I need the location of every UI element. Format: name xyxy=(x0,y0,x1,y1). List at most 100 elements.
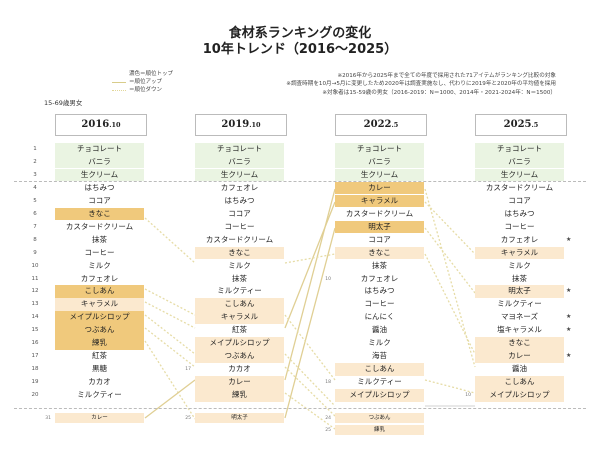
title-line-1: 食材系ランキングの変化 xyxy=(228,26,372,41)
ranking-cell: カスタードクリーム xyxy=(205,234,274,244)
ranking-cell: 醤油 xyxy=(512,364,527,374)
legend-down: ＝順位ダウン xyxy=(112,86,173,94)
ranking-cell: ミルクティー xyxy=(497,299,542,309)
ranking-cell: カカオ xyxy=(88,377,111,387)
ranking-cell: はちみつ xyxy=(224,195,255,205)
star-icon: ★ xyxy=(566,326,572,334)
star-icon: ★ xyxy=(566,313,572,321)
note-3: ※対象者は15-59歳の男女（2016-2019：N＝1000、2014年・20… xyxy=(322,89,556,96)
ranking-cell: キャラメル xyxy=(195,311,284,324)
ranking-cell: きなこ xyxy=(55,207,144,221)
ranking-cell: ミルク xyxy=(88,260,111,270)
ranking-cell: ココア xyxy=(88,195,111,205)
ranking-cell: メイプルシロップ xyxy=(195,337,284,350)
rank-number: 7 xyxy=(33,223,37,230)
ranking-cell: こしあん xyxy=(55,285,144,298)
ranking-cell: キャラメル xyxy=(475,246,564,260)
rank-number: 11 xyxy=(31,275,39,282)
ranking-cell: ミルク xyxy=(228,260,251,270)
star-icon: ★ xyxy=(566,352,572,360)
ranking-cell: カレー xyxy=(475,350,564,363)
ranking-cell: ココア xyxy=(368,234,391,244)
solid-line-icon xyxy=(112,81,126,83)
rank-number: 1 xyxy=(33,146,37,152)
ranking-cell: ミルク xyxy=(508,260,531,270)
ranking-cell: チョコレート xyxy=(475,143,564,156)
ranking-cell: メイプルシロップ xyxy=(55,311,144,324)
ranking-cell: 生クリーム xyxy=(335,168,424,182)
rank-number: 3 xyxy=(33,171,37,178)
ranking-cell: コーヒー xyxy=(364,299,395,309)
ranking-cell: きなこ xyxy=(195,246,284,260)
ranking-cell: にんにく xyxy=(364,312,395,322)
ranking-cell: 明太子 xyxy=(475,285,564,298)
ranking-cell: はちみつ xyxy=(364,286,395,296)
ranking-cell: 明太子 xyxy=(335,220,424,234)
top20-separator xyxy=(14,408,586,409)
previous-rank-label: 18 xyxy=(325,380,331,386)
rank-number: 13 xyxy=(31,301,39,308)
out-of-rank-number: 31 xyxy=(45,416,51,421)
ranking-cell: 抹茶 xyxy=(512,273,527,283)
note-2: ※調査時期を10月→5月に変更したため2020年は調査実施なし、代わりに2019… xyxy=(286,81,556,88)
ranking-cell: カスタードクリーム xyxy=(345,208,414,218)
ranking-cell: ミルクティー xyxy=(357,377,402,387)
ranking-cell: つぶあん xyxy=(195,350,284,363)
legend-top: 濃色＝順位トップ xyxy=(129,71,174,77)
ranking-cell: カフェオレ xyxy=(220,182,259,192)
ranking-cell: 塩キャラメル xyxy=(497,325,542,335)
out-of-rank-cell: 練乳 xyxy=(335,425,424,435)
rank-number: 6 xyxy=(33,210,37,217)
ranking-cell: はちみつ xyxy=(84,182,115,192)
ranking-cell: 練乳 xyxy=(195,389,284,402)
legend: 濃色＝順位トップ ＝順位アップ ＝順位ダウン xyxy=(112,70,173,94)
ranking-cell: こしあん xyxy=(195,298,284,311)
ranking-cell: コーヒー xyxy=(224,221,255,231)
rank-number: 8 xyxy=(33,236,37,243)
rank-number: 17 xyxy=(31,353,39,360)
ranking-cell: つぶあん xyxy=(55,324,144,337)
ranking-cell: 生クリーム xyxy=(55,168,144,182)
rank-number: 4 xyxy=(33,184,37,191)
ranking-cell: キャラメル xyxy=(55,298,144,311)
notes: ※2016年から2025年まで全ての年度で採用された71アイテムがランキング比較… xyxy=(286,72,556,97)
ranking-cell: コーヒー xyxy=(504,221,535,231)
ranking-cell: マヨネーズ xyxy=(500,312,539,322)
ranking-cell: カフェオレ xyxy=(500,234,539,244)
ranking-cell: 練乳 xyxy=(55,337,144,350)
rank-number: 9 xyxy=(33,249,37,256)
ranking-cell: メイプルシロップ xyxy=(475,389,564,402)
legend-up: ＝順位アップ xyxy=(112,78,173,86)
previous-rank-label: 17 xyxy=(185,367,191,373)
ranking-cell: こしあん xyxy=(475,376,564,389)
out-of-rank-cell: 明太子 xyxy=(195,413,284,423)
ranking-cell: ミルクティー xyxy=(77,390,122,400)
rank-number: 2 xyxy=(33,158,37,165)
rank-number: 10 xyxy=(31,262,39,269)
rank-number: 5 xyxy=(33,197,37,204)
ranking-cell: バニラ xyxy=(475,155,564,169)
ranking-cell: キャラメル xyxy=(335,194,424,208)
previous-rank-label: 10 xyxy=(465,393,471,399)
ranking-cell: メイプルシロップ xyxy=(335,389,424,402)
rank-number: 14 xyxy=(31,314,39,321)
out-of-rank-number: 24 xyxy=(325,416,331,421)
ranking-cell: カフェオレ xyxy=(360,273,399,283)
column-header-2019: 2019.10 xyxy=(195,114,287,136)
ranking-cell: 抹茶 xyxy=(232,273,247,283)
ranking-cell: 抹茶 xyxy=(372,260,387,270)
ranking-cell: カレー xyxy=(195,376,284,389)
ranking-cell: バニラ xyxy=(335,155,424,169)
previous-rank-label: 10 xyxy=(325,276,331,282)
top3-separator xyxy=(14,181,586,182)
ranking-cell: ココア xyxy=(228,208,251,218)
ranking-cell: カフェオレ xyxy=(80,273,119,283)
rank-number: 12 xyxy=(31,288,39,295)
ranking-cell: きなこ xyxy=(335,246,424,260)
title-line-2: 10年トレンド（2016〜2025） xyxy=(202,42,398,57)
subject-label: 15-69歳男女 xyxy=(44,99,83,107)
column-header-2025: 2025.5 xyxy=(475,114,567,136)
ranking-cell: 黒糖 xyxy=(92,364,107,374)
ranking-cell: バニラ xyxy=(195,155,284,169)
